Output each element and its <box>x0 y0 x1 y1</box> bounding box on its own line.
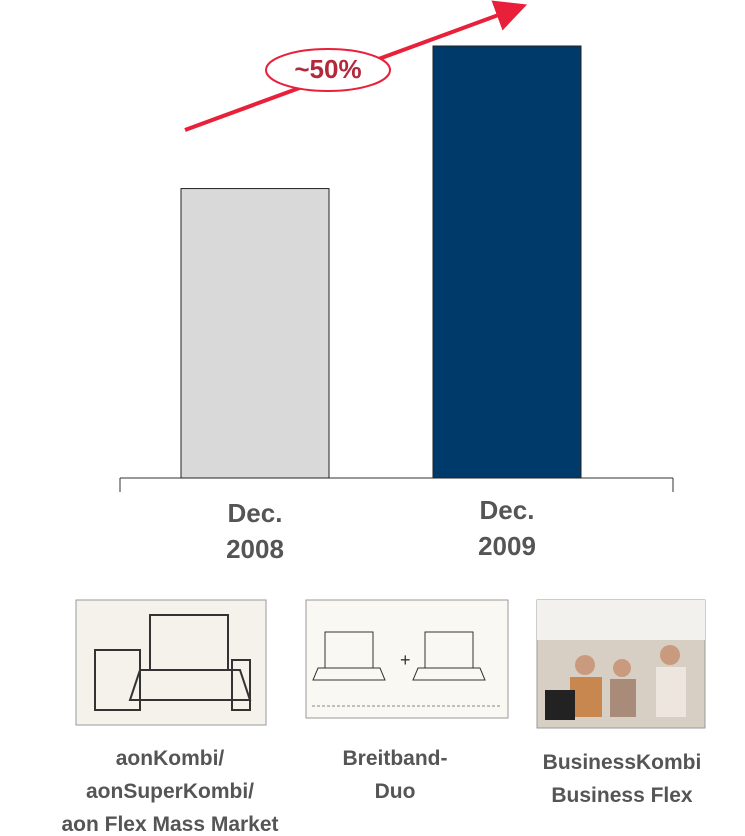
product-image: + <box>305 599 509 719</box>
product-caption: BusinessKombi Business Flex <box>543 746 702 812</box>
x-tick-label: Dec. 2008 <box>226 498 284 564</box>
caption-line: aonSuperKombi/ <box>85 780 254 803</box>
product-caption: Breitband- Duo <box>343 742 448 808</box>
caption-line: aonKombi/ <box>115 747 225 770</box>
caption-line: Breitband- <box>342 747 448 770</box>
bar <box>180 188 330 479</box>
product-image <box>536 599 706 729</box>
caption-line: Business Flex <box>551 784 693 807</box>
x-tick-label: Dec. 2009 <box>478 495 536 561</box>
product-image <box>75 599 267 726</box>
caption-line: aon Flex Mass Market <box>61 813 279 836</box>
bar <box>432 45 582 479</box>
svg-text:+: + <box>400 650 411 670</box>
caption-line: BusinessKombi <box>542 751 702 774</box>
caption-line: Duo <box>374 780 416 803</box>
annotation-ellipse <box>265 48 391 92</box>
product-caption: aonKombi/aonSuperKombi/aon Flex Mass Mar… <box>61 742 278 836</box>
annotation: ~50% <box>294 54 361 84</box>
